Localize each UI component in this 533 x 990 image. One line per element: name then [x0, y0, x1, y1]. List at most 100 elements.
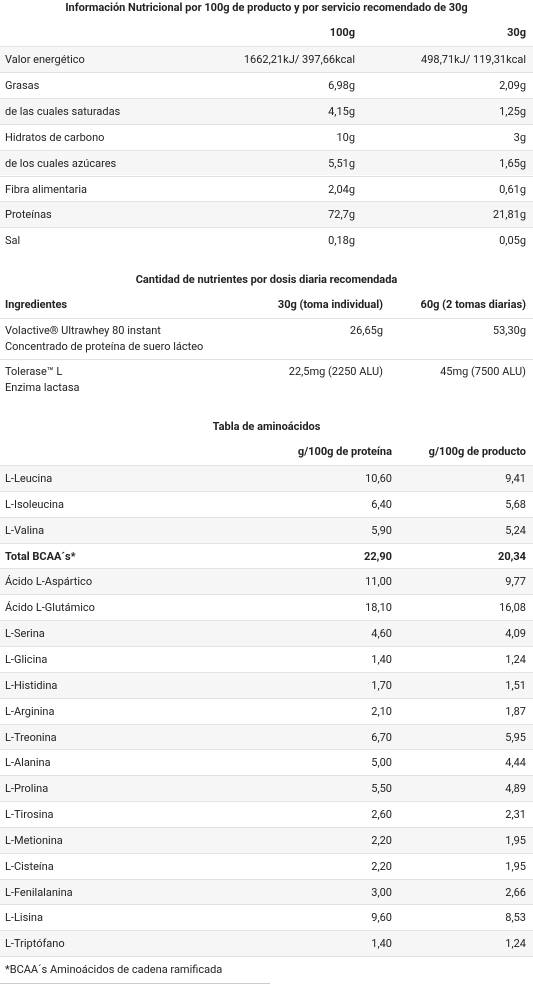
value-cell: 1,87 [505, 704, 526, 718]
label-cell: L-Serina [5, 627, 45, 641]
value-cell: 2,10 [371, 704, 392, 718]
cell-line: Volactive® Ultrawhey 80 instant [5, 324, 161, 337]
table-row: de los cuales azúcares 5,51g 1,65g [0, 149, 533, 176]
table-row: Ácido L-Glutámico 18,10 16,08 [0, 594, 533, 620]
table-row: L-Tirosina 2,60 2,31 [0, 801, 533, 827]
value-cell: 6,40 [371, 497, 392, 511]
label-cell: de las cuales saturadas [5, 104, 121, 118]
table-row: Proteínas 72,7g 21,81g [0, 201, 533, 228]
value-cell: 0,05g [499, 234, 526, 248]
value-cell: 45mg (7500 ALU) [440, 365, 526, 378]
header-cell: 30g (toma individual) [277, 298, 383, 311]
value-cell: 1,24 [505, 652, 526, 666]
label-cell: L-Treonina [5, 730, 57, 744]
table-row: Fibra alimentaria 2,04g 0,61g [0, 175, 533, 202]
table-row: L-Alanina 5,00 4,44 [0, 749, 533, 775]
label-cell: Valor energético [5, 53, 85, 66]
value-cell: 2,66 [505, 885, 526, 899]
label-cell: L-Leucina [5, 472, 53, 485]
value-cell: 21,81g [492, 208, 526, 222]
table-row: L-Glicina 1,40 1,24 [0, 645, 533, 672]
label-cell: L-Triptófano [5, 937, 65, 951]
table-row: Volactive® Ultrawhey 80 instant Concentra… [0, 318, 533, 359]
table-row: L-Metionina 2,20 1,95 [0, 826, 533, 853]
table-row: Total BCAA´s* 22,90 20,34 [0, 542, 533, 569]
value-cell: 1662,21kJ/ 397,66kcal [243, 53, 355, 66]
value-cell: 11,00 [365, 575, 392, 589]
value-cell: 1,40 [371, 652, 392, 666]
header-row: 100g 30g [0, 20, 533, 46]
table-row: L-Treonina 6,70 5,95 [0, 723, 533, 750]
table-row: Sal 0,18g 0,05g [0, 227, 533, 253]
value-cell: 1,95 [505, 859, 526, 873]
table-row: L-Isoleucina 6,40 5,68 [0, 490, 533, 517]
value-cell: 0,18g [328, 234, 355, 248]
value-cell: 9,41 [505, 472, 526, 485]
header-cell: 60g (2 tomas diarias) [420, 298, 526, 311]
footnote: *BCAA´s Aminoácidos de cadena ramificada [5, 963, 223, 977]
value-cell: 0,61g [499, 182, 526, 196]
table-row: Valor energético 1662,21kJ/ 397,66kcal 498… [0, 46, 533, 72]
header-cell: g/100g de producto [428, 445, 526, 458]
value-cell: 3,00 [371, 885, 392, 899]
value-cell: 26,65g [349, 324, 383, 337]
value-cell: 10,60 [365, 472, 392, 485]
cell-line: Tolerase™ L [5, 365, 63, 378]
label-cell: L-Lisina [5, 911, 43, 925]
label-cell: L-Histidina [5, 678, 58, 692]
table-row: L-Leucina 10,60 9,41 [0, 465, 533, 491]
value-cell: 1,25g [499, 104, 526, 118]
value-cell: 2,20 [371, 859, 392, 873]
section-title: Cantidad de nutrientes por dosis diaria … [135, 273, 398, 286]
value-cell: 5,68 [505, 497, 526, 511]
cell-line: Enzima lactasa [5, 381, 80, 394]
table-row: Ácido L-Aspártico 11,00 9,77 [0, 568, 533, 595]
table-row: L-Arginina 2,10 1,87 [0, 697, 533, 724]
header-cell: 30g [507, 26, 526, 39]
header-cell: g/100g de proteína [297, 445, 392, 458]
table-row: L-Histidina 1,70 1,51 [0, 671, 533, 698]
table-row: L-Cisteína 2,20 1,95 [0, 852, 533, 879]
value-cell: 2,31 [505, 808, 526, 822]
table-row: de las cuales saturadas 4,15g 1,25g [0, 97, 533, 124]
label-cell: Hidratos de carbono [5, 130, 105, 144]
footnote-rule [0, 983, 270, 985]
label-cell: Sal [5, 234, 21, 248]
label-cell: L-Glicina [5, 652, 48, 666]
table-row: Tolerase™ L Enzima lactasa 22,5mg (2250 AL… [0, 359, 533, 400]
label-cell: L-Arginina [5, 704, 55, 718]
label-cell: Ácido L-Glutámico [5, 601, 95, 615]
header-row: g/100g de proteína g/100g de producto [0, 439, 533, 465]
value-cell: 16,08 [499, 601, 526, 615]
cell-line: Concentrado de proteína de suero lácteo [5, 340, 204, 353]
value-cell: 6,70 [371, 730, 392, 744]
label-cell: L-Metionina [5, 833, 63, 847]
value-cell: 498,71kJ/ 119,31kcal [421, 53, 526, 66]
value-cell: 5,00 [371, 756, 392, 770]
value-cell: 10g [336, 130, 355, 144]
table-row: L-Valina 5,90 5,24 [0, 516, 533, 543]
table-row: Grasas 6,98g 2,09g [0, 71, 533, 98]
value-cell: 22,5mg (2250 ALU) [288, 365, 383, 378]
label-cell: Proteínas [5, 208, 52, 222]
value-cell: 72,7g [328, 208, 355, 222]
label-cell: L-Tirosina [5, 808, 54, 822]
value-cell: 2,09g [499, 78, 526, 92]
value-cell: 20,34 [498, 549, 526, 563]
value-cell: 8,53 [505, 911, 526, 925]
header-row: Ingredientes 30g (toma individual) 60g (2 … [0, 292, 533, 318]
label-cell: Ácido L-Aspártico [5, 575, 93, 589]
value-cell: 4,60 [371, 627, 392, 641]
value-cell: 2,20 [371, 833, 392, 847]
value-cell: 22,90 [364, 549, 392, 563]
value-cell: 4,44 [505, 756, 526, 770]
value-cell: 4,89 [505, 782, 526, 796]
value-cell: 1,70 [371, 678, 392, 692]
section-title: Información Nutricional por 100g de prod… [65, 1, 468, 14]
value-cell: 6,98g [328, 78, 355, 92]
table-row: L-Triptófano 1,40 1,24 [0, 930, 533, 957]
table-row: L-Fenilalanina 3,00 2,66 [0, 878, 533, 905]
value-cell: 5,51g [328, 156, 355, 170]
value-cell: 18,10 [365, 601, 392, 615]
